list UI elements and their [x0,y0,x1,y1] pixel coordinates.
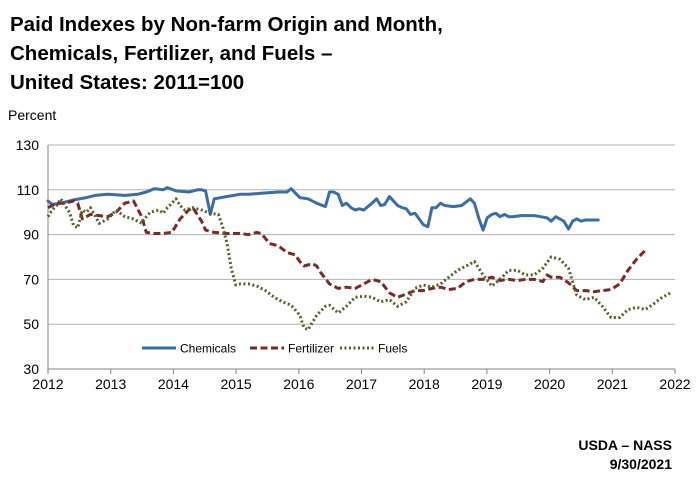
x-tick-label-2016: 2016 [283,376,314,392]
gridlines [48,144,675,325]
x-tick-label-2020: 2020 [534,376,565,392]
fuels-series-line [46,197,672,332]
legend-label-chemicals: Chemicals [180,342,236,356]
chemicals-series-line [46,186,600,232]
y-tick-label-30: 30 [23,361,39,377]
y-tick-label-50: 50 [23,316,39,332]
y-tick-label-70: 70 [23,271,39,287]
source-date: 9/30/2021 [609,456,672,472]
legend: Chemicals Fertilizer Fuels [142,342,407,356]
x-tick-label-2012: 2012 [32,376,63,392]
legend-label-fertilizer: Fertilizer [288,342,334,356]
x-tick-label-2019: 2019 [471,376,502,392]
chart-title-line-3: United States: 2011=100 [10,71,245,94]
fertilizer-series-line [47,199,647,299]
legend-label-fuels: Fuels [378,342,407,356]
x-tick-label-2021: 2021 [597,376,628,392]
x-tick-label-2018: 2018 [409,376,440,392]
y-tick-label-130: 130 [16,137,40,153]
axes: 30 50 70 90 110 130 2012 2013 2014 2015 2016 2017 20… [16,137,691,392]
x-tick-label-2013: 2013 [95,376,126,392]
x-tick-label-2017: 2017 [346,376,377,392]
source-agency: USDA – NASS [578,437,672,453]
chart-title-line-2: Chemicals, Fertilizer, and Fuels – [10,42,333,65]
chart-title: Paid Indexes by Non-farm Origin and Mont… [10,10,570,97]
y-tick-label-110: 110 [17,182,40,198]
x-tick-label-2015: 2015 [221,376,252,392]
series-lines [46,186,672,332]
y-axis-label: Percent [8,107,56,123]
chart-title-line-1: Paid Indexes by Non-farm Origin and Mont… [10,13,443,36]
x-tick-label-2014: 2014 [158,376,189,392]
x-tick-label-2022: 2022 [659,376,690,392]
y-tick-label-90: 90 [23,227,39,243]
source-credit: USDA – NASS 9/30/2021 [578,436,672,474]
